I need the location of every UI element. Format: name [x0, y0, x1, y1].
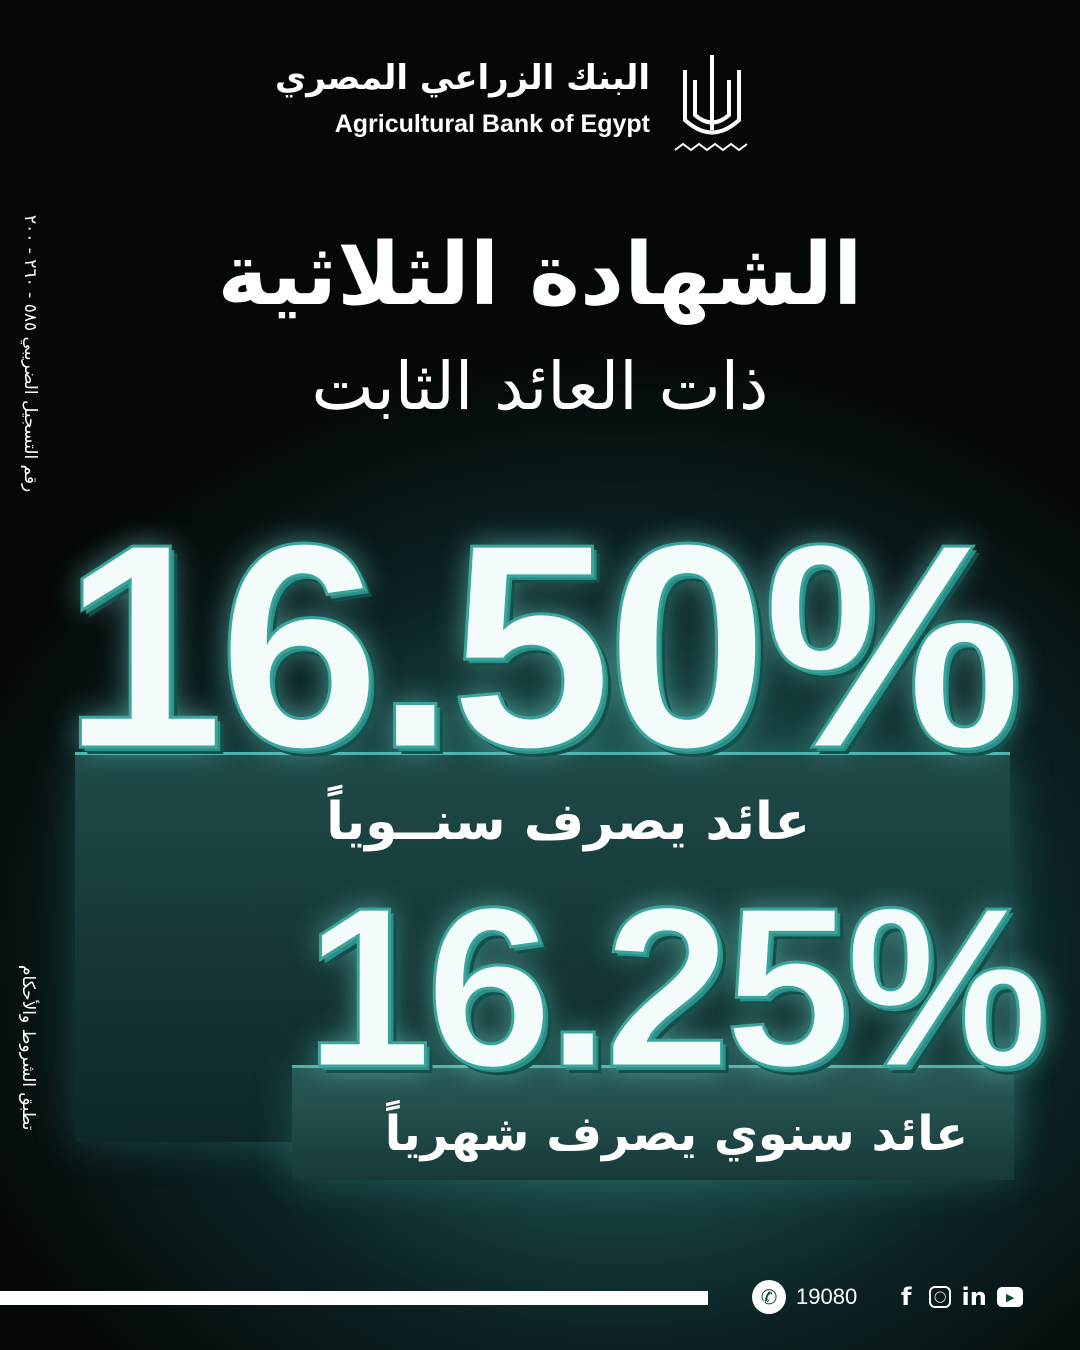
rate-monthly: 16.25%	[303, 860, 1049, 1117]
label-monthly: عائد سنوي يصرف شهرياً	[384, 1106, 968, 1162]
pedestal-monthly	[292, 1065, 1014, 1180]
youtube-icon[interactable]: ▶	[997, 1287, 1024, 1307]
linkedin-icon[interactable]: in	[961, 1283, 987, 1311]
terms-note: تطبق الشروط والأحكام	[18, 965, 38, 1131]
footer-contacts: ✆ 19080 f ◯ in ▶	[752, 1280, 1024, 1314]
hotline-number: 19080	[796, 1284, 858, 1309]
tax-registration: رقم التسجيل الضريبي ٥٨٥ - ٢٦٠ - ٢٠٠	[20, 215, 40, 493]
brand-name-en: Agricultural Bank of Egypt	[334, 110, 650, 138]
phone-icon: ✆	[752, 1280, 786, 1314]
facebook-icon[interactable]: f	[900, 1283, 912, 1311]
headline-subtitle: ذات العائد الثابت	[311, 348, 769, 425]
instagram-icon[interactable]: ◯	[929, 1286, 952, 1308]
brand-name-ar: البنك الزراعي المصري	[275, 58, 650, 98]
footer-bar	[0, 1291, 708, 1305]
label-annual: عائد يصرف سنــوياً	[326, 792, 810, 852]
wheat-emblem-icon	[674, 55, 748, 152]
rate-annual: 16.50%	[60, 482, 1023, 811]
headline-title: الشهادة الثلاثية	[217, 225, 863, 325]
bank-logo: البنك الزراعي المصري Agricultural Bank o…	[275, 50, 760, 160]
